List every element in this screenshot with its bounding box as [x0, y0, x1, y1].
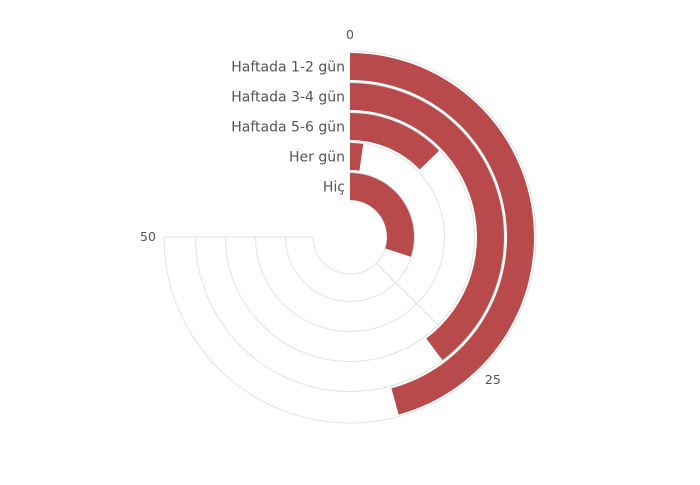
bar-haftada-1-2-g-n[interactable] — [350, 53, 534, 415]
category-label: Hiç — [323, 180, 345, 196]
label-layer: Haftada 1-2 gün Haftada 3-4 gün Haftada 5-… — [231, 60, 345, 196]
category-label: Her gün — [289, 150, 345, 166]
category-label: Haftada 1-2 gün — [231, 60, 345, 76]
bar-hi-[interactable] — [349, 173, 414, 257]
tick-label: 0 — [346, 27, 354, 42]
bar-haftada-5-6-g-n[interactable] — [350, 113, 440, 170]
bar-layer — [349, 53, 534, 415]
tick-label: 50 — [140, 229, 156, 244]
grid-arc — [312, 199, 388, 275]
tick-label: 25 — [485, 372, 501, 387]
category-label: Haftada 3-4 gün — [231, 90, 345, 106]
bar-her-g-n[interactable] — [350, 143, 364, 171]
grid-layer — [163, 50, 537, 424]
bar-haftada-3-4-g-n[interactable] — [350, 83, 504, 361]
tick-layer: 0 25 50 — [140, 27, 501, 387]
category-label: Haftada 5-6 gün — [231, 120, 345, 136]
